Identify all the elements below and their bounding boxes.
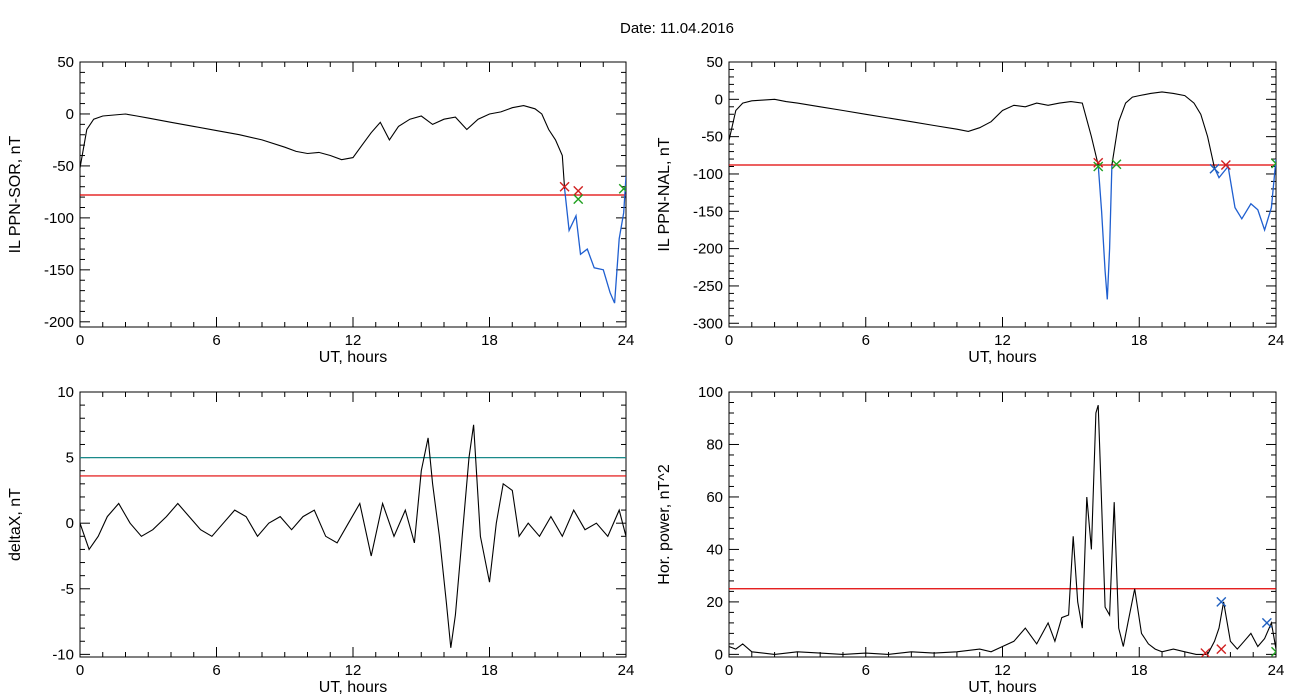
event-marker-green xyxy=(618,183,626,194)
x-tick-label: 0 xyxy=(725,662,733,679)
figure-title: Date: 11.04.2016 xyxy=(620,20,734,37)
x-tick-label: 18 xyxy=(481,662,498,679)
plot-area xyxy=(80,105,626,304)
panel-1: 0 6 12 18 24 50 0 -50 -100 -150 -200 UT, hours IL PP… xyxy=(7,54,634,366)
panel-4: 0 6 12 18 24 100 80 60 40 20 0 UT, hours Hor. power,… xyxy=(656,384,1284,696)
x-tick-label: 6 xyxy=(212,662,220,679)
y-tick-label: 80 xyxy=(706,436,723,453)
highlight-segment-2 xyxy=(1213,158,1276,233)
y-tick-label: -10 xyxy=(52,646,74,663)
x-tick-label: 0 xyxy=(76,332,84,349)
x-tick-label: 0 xyxy=(76,662,84,679)
x-tick-label: 24 xyxy=(1268,332,1285,349)
x-tick-label: 0 xyxy=(725,332,733,349)
x-tick-label: 6 xyxy=(212,332,220,349)
x-tick-label: 18 xyxy=(1131,332,1148,349)
plot-frame xyxy=(79,391,627,658)
y-tick-label: -50 xyxy=(52,158,74,175)
panel-3: 0 6 12 18 24 10 5 0 -5 -10 UT, hours deltaX, nT xyxy=(7,384,634,696)
y-tick-label: -200 xyxy=(693,241,723,258)
plot-area xyxy=(729,91,1276,300)
y-tick-label: -200 xyxy=(44,314,74,331)
event-marker-red xyxy=(573,185,584,196)
event-marker-green xyxy=(1271,646,1276,657)
event-marker-green xyxy=(1111,159,1122,170)
y-tick-label: -150 xyxy=(44,262,74,279)
x-tick-label: 18 xyxy=(1131,662,1148,679)
y-axis-label: deltaX, nT xyxy=(7,488,24,561)
x-tick-label: 12 xyxy=(994,332,1011,349)
y-tick-label: 50 xyxy=(706,54,723,71)
highlight-segment-1 xyxy=(563,176,626,304)
x-tick-label: 18 xyxy=(481,332,498,349)
series-line-2 xyxy=(1111,91,1216,169)
x-axis-label: UT, hours xyxy=(968,349,1036,366)
event-marker-blue xyxy=(1209,163,1220,174)
plot-area xyxy=(80,424,626,648)
series-line-1 xyxy=(80,105,566,189)
y-tick-label: 50 xyxy=(57,54,74,71)
y-tick-label: 5 xyxy=(66,450,74,467)
event-marker-red xyxy=(559,181,570,192)
x-axis-label: UT, hours xyxy=(968,679,1036,696)
y-tick-label: 0 xyxy=(715,91,723,108)
event-marker-red xyxy=(1200,648,1211,657)
series-line-1 xyxy=(729,404,1276,655)
y-tick-label: -100 xyxy=(693,166,723,183)
x-tick-label: 12 xyxy=(345,662,362,679)
y-tick-label: 40 xyxy=(706,541,723,558)
y-tick-label: 10 xyxy=(57,384,74,401)
event-marker-green xyxy=(1093,161,1104,172)
y-axis-label: Hor. power, nT^2 xyxy=(656,464,673,585)
y-tick-label: -100 xyxy=(44,210,74,227)
y-tick-label: 60 xyxy=(706,489,723,506)
y-tick-label: -50 xyxy=(701,129,723,146)
x-tick-label: 12 xyxy=(994,662,1011,679)
y-tick-label: -300 xyxy=(693,315,723,332)
x-tick-label: 24 xyxy=(1268,662,1285,679)
y-tick-label: -150 xyxy=(693,203,723,220)
x-tick-label: 6 xyxy=(862,332,870,349)
series-line-1 xyxy=(729,98,1099,166)
event-marker-red xyxy=(1093,157,1104,168)
x-axis-label: UT, hours xyxy=(319,679,387,696)
plot-frame xyxy=(728,391,1277,658)
event-marker-green xyxy=(1271,158,1276,169)
y-tick-label: 100 xyxy=(698,384,723,401)
event-marker-red xyxy=(1216,644,1227,655)
plot-frame xyxy=(728,61,1277,328)
series-line-1 xyxy=(80,424,626,648)
plot-area xyxy=(729,404,1276,657)
y-tick-label: 20 xyxy=(706,594,723,611)
highlight-segment-1 xyxy=(1097,164,1113,300)
x-tick-label: 24 xyxy=(618,332,635,349)
y-tick-label: 0 xyxy=(66,106,74,123)
y-axis-label: IL PPN-SOR, nT xyxy=(7,135,24,253)
event-marker-blue xyxy=(1216,596,1227,607)
x-tick-label: 6 xyxy=(862,662,870,679)
panel-2: 0 6 12 18 24 50 0 -50 -100 -150 -200 -250 -300 UT, ho… xyxy=(656,54,1284,366)
event-marker-green xyxy=(573,194,584,205)
y-axis-label: IL PPN-NAL, nT xyxy=(656,137,673,251)
y-tick-label: -250 xyxy=(693,278,723,295)
y-tick-label: 0 xyxy=(715,646,723,663)
event-marker-red xyxy=(1220,160,1231,171)
x-tick-label: 12 xyxy=(345,332,362,349)
y-tick-label: 0 xyxy=(66,515,74,532)
event-marker-blue xyxy=(1261,617,1272,628)
x-axis-label: UT, hours xyxy=(319,349,387,366)
x-tick-label: 24 xyxy=(618,662,635,679)
y-tick-label: -5 xyxy=(61,581,74,598)
